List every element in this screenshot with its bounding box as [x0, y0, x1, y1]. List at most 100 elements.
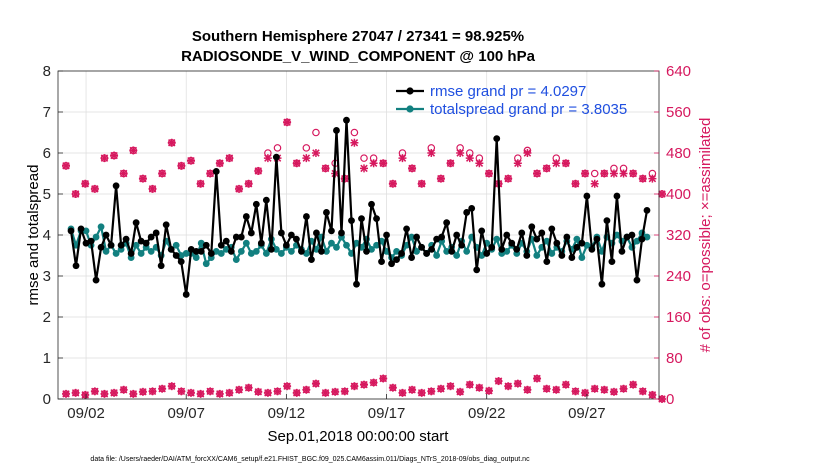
obs-assimilated-marker-low	[292, 388, 301, 397]
rmse-point	[443, 219, 451, 227]
totalspread-point	[272, 245, 280, 253]
rmse-point	[177, 258, 185, 266]
rmse-point	[217, 241, 225, 249]
legend-totalspread-marker	[406, 105, 414, 113]
obs-assimilated-marker-low	[571, 387, 580, 396]
obs-assimilated-marker	[302, 154, 311, 163]
rmse-point	[478, 227, 486, 235]
x-tick-label: 09/12	[268, 405, 306, 422]
obs-assimilated-marker-low	[408, 385, 417, 394]
rmse-point	[408, 254, 415, 261]
obs-assimilated-marker	[311, 149, 320, 157]
rmse-point	[207, 250, 215, 257]
rmse-point	[618, 248, 626, 255]
obs-assimilated-marker	[552, 159, 561, 168]
rmse-point	[563, 233, 571, 241]
rmse-point	[308, 256, 315, 263]
obs-assimilated-marker-low	[484, 386, 493, 395]
obs-assimilated-marker	[581, 169, 590, 178]
rmse-point	[518, 229, 526, 237]
obs-assimilated-marker-low	[254, 387, 263, 396]
totalspread-point	[533, 252, 541, 259]
obs-assimilated-marker-low	[244, 383, 253, 392]
rmse-point	[493, 135, 501, 143]
rmse-point	[418, 243, 426, 251]
obs-assimilated-marker	[71, 190, 80, 198]
rmse-point	[613, 192, 621, 200]
legend-totalspread-label: totalspread grand pr = 3.8035	[430, 101, 627, 118]
rmse-point	[72, 262, 80, 270]
obs-assimilated-marker	[321, 164, 330, 173]
y-left-tick-label: 4	[43, 227, 51, 244]
obs-assimilated-marker-low	[350, 382, 359, 391]
x-tick-label: 09/27	[568, 405, 606, 422]
rmse-point	[318, 248, 325, 255]
obs-assimilated-marker	[90, 184, 99, 193]
x-tick-label: 09/17	[368, 405, 406, 422]
obs-assimilated-marker-low	[638, 387, 647, 396]
obs-assimilated-marker	[350, 138, 359, 147]
obs-assimilated-marker	[590, 179, 599, 188]
obs-assimilated-marker-low	[215, 389, 224, 398]
rmse-point	[358, 215, 365, 223]
totalspread-point	[413, 248, 420, 255]
rmse-point	[147, 233, 155, 241]
obs-assimilated-marker-low	[302, 385, 311, 394]
totalspread-point	[172, 241, 180, 249]
rmse-point	[157, 262, 165, 270]
totalspread-point	[132, 241, 140, 249]
obs-assimilated-marker-low	[533, 374, 542, 383]
obs-assimilated-marker-low	[456, 387, 465, 396]
totalspread-point	[252, 248, 260, 255]
rmse-point	[202, 241, 210, 249]
obs-assimilated-marker-low	[494, 377, 503, 386]
rmse-series	[67, 116, 651, 298]
obs-assimilated-marker-low	[436, 384, 445, 393]
totalspread-point	[613, 231, 621, 239]
rmse-point	[112, 182, 120, 190]
obs-assimilated-marker	[379, 159, 388, 168]
x-axis-ticks: 09/02 09/07 09/12 09/17 09/22 09/27	[67, 394, 606, 422]
totalspread-point	[287, 248, 295, 255]
rmse-point	[77, 225, 85, 233]
totalspread-point	[328, 239, 335, 247]
obs-assimilated-marker	[254, 166, 263, 175]
obs-assimilated-marker-low	[81, 390, 90, 399]
obs-assimilated-marker	[504, 174, 513, 183]
obs-assimilated-marker	[100, 154, 109, 163]
obs-assimilated-marker-low	[321, 388, 330, 397]
rmse-point	[107, 241, 115, 249]
totalspread-point	[353, 239, 360, 247]
rmse-point	[393, 256, 400, 263]
rmse-point	[212, 168, 220, 175]
obs-assimilated-marker-low	[648, 390, 657, 399]
rmse-point	[252, 200, 260, 208]
obs-assimilated-marker	[388, 179, 397, 188]
rmse-point	[353, 280, 360, 288]
obs-assimilated-marker	[369, 159, 378, 168]
y-axis-left-ticks: 0 1 2 3 4 5 6 7 8	[43, 63, 63, 408]
rmse-point	[343, 116, 350, 124]
totalspread-point	[548, 250, 556, 257]
obs-assimilated-marker	[629, 169, 638, 178]
obs-assimilated-marker	[129, 146, 138, 155]
obs-assimilated-marker	[215, 159, 224, 168]
obs-assimilated-marker	[571, 179, 580, 188]
totalspread-point	[182, 250, 190, 257]
obs-assimilated-marker	[62, 161, 71, 170]
rmse-point	[543, 258, 551, 266]
rmse-point	[227, 248, 235, 255]
totalspread-point	[97, 223, 105, 231]
rmse-point	[628, 231, 636, 239]
x-tick-label: 09/07	[167, 405, 205, 422]
rmse-point	[97, 243, 105, 251]
totalspread-point	[323, 248, 330, 255]
rmse-point	[498, 245, 506, 253]
totalspread-point	[102, 248, 110, 255]
rmse-point	[428, 245, 436, 253]
obs-assimilated-marker-low	[446, 382, 455, 391]
rmse-point	[277, 229, 285, 237]
obs-assimilated-marker-low	[360, 380, 369, 389]
obs-assimilated-marker-low	[129, 389, 138, 398]
